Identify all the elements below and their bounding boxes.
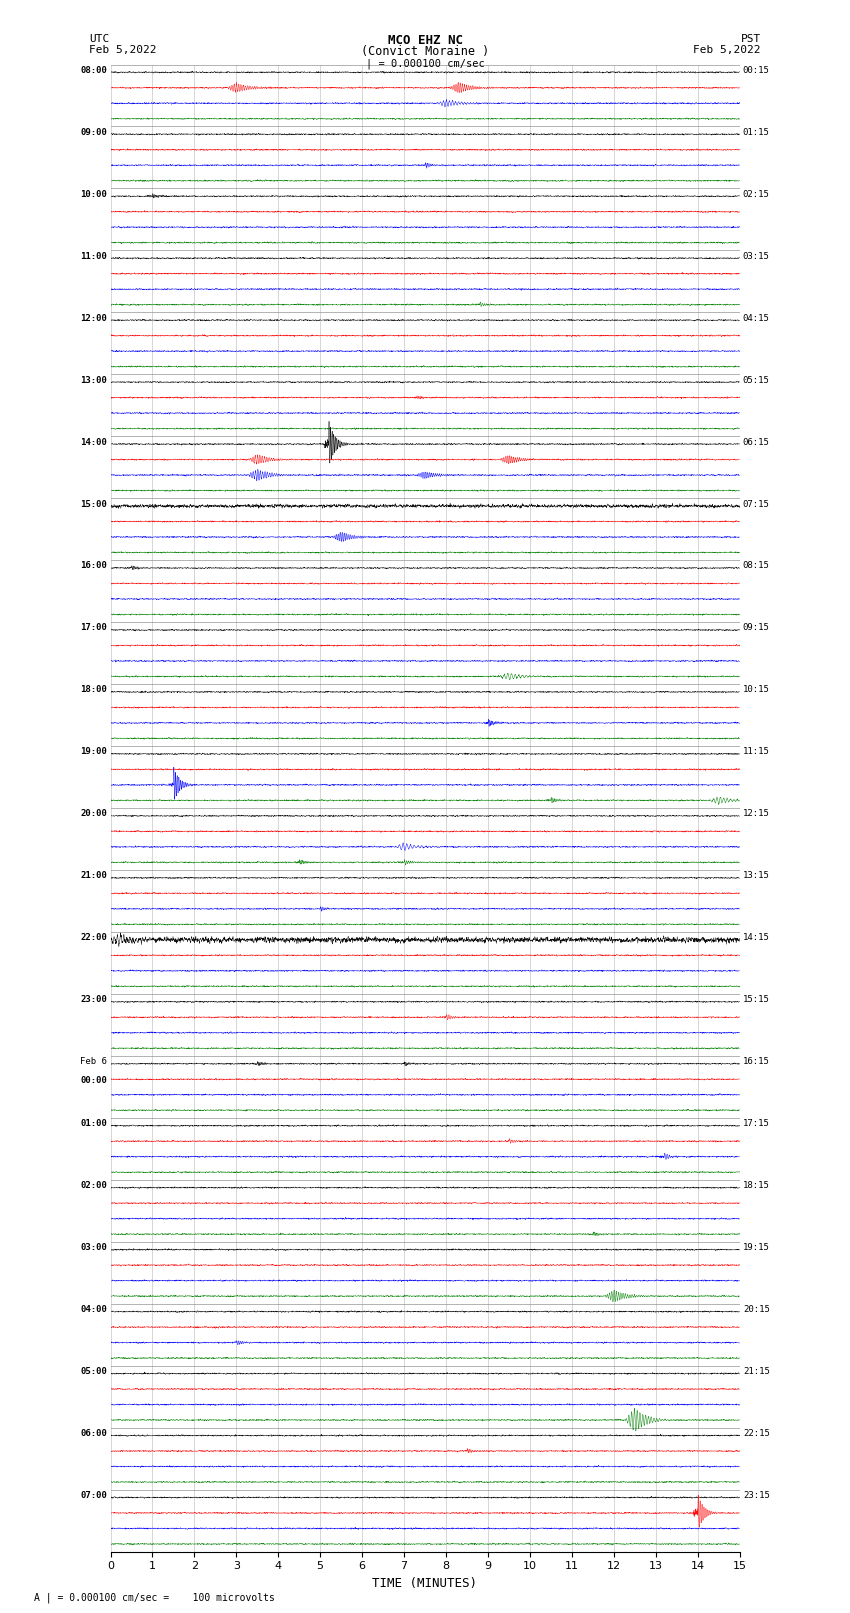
Text: 17:00: 17:00 (80, 624, 107, 632)
X-axis label: TIME (MINUTES): TIME (MINUTES) (372, 1578, 478, 1590)
Text: 02:00: 02:00 (80, 1181, 107, 1190)
Text: 12:15: 12:15 (743, 810, 770, 818)
Text: 01:00: 01:00 (80, 1119, 107, 1127)
Text: 07:15: 07:15 (743, 500, 770, 508)
Text: | = 0.000100 cm/sec: | = 0.000100 cm/sec (366, 58, 484, 69)
Text: A | = 0.000100 cm/sec =    100 microvolts: A | = 0.000100 cm/sec = 100 microvolts (34, 1592, 275, 1603)
Text: 18:00: 18:00 (80, 686, 107, 695)
Text: 20:15: 20:15 (743, 1305, 770, 1315)
Text: 08:15: 08:15 (743, 561, 770, 571)
Text: 09:15: 09:15 (743, 624, 770, 632)
Text: 20:00: 20:00 (80, 810, 107, 818)
Text: 15:15: 15:15 (743, 995, 770, 1005)
Text: 19:00: 19:00 (80, 747, 107, 756)
Text: 16:00: 16:00 (80, 561, 107, 571)
Text: 03:00: 03:00 (80, 1244, 107, 1252)
Text: 19:15: 19:15 (743, 1244, 770, 1252)
Text: (Convict Moraine ): (Convict Moraine ) (361, 45, 489, 58)
Text: Feb 6: Feb 6 (80, 1057, 107, 1066)
Text: 15:00: 15:00 (80, 500, 107, 508)
Text: 07:00: 07:00 (80, 1490, 107, 1500)
Text: 05:15: 05:15 (743, 376, 770, 384)
Text: 06:00: 06:00 (80, 1429, 107, 1439)
Text: 11:00: 11:00 (80, 252, 107, 261)
Text: 23:00: 23:00 (80, 995, 107, 1005)
Text: 04:00: 04:00 (80, 1305, 107, 1315)
Text: 16:15: 16:15 (743, 1057, 770, 1066)
Text: 17:15: 17:15 (743, 1119, 770, 1127)
Text: 01:15: 01:15 (743, 127, 770, 137)
Text: 11:15: 11:15 (743, 747, 770, 756)
Text: Feb 5,2022: Feb 5,2022 (694, 45, 761, 55)
Text: PST: PST (740, 34, 761, 44)
Text: 02:15: 02:15 (743, 190, 770, 198)
Text: 21:15: 21:15 (743, 1368, 770, 1376)
Text: 00:00: 00:00 (80, 1076, 107, 1086)
Text: 18:15: 18:15 (743, 1181, 770, 1190)
Text: 00:15: 00:15 (743, 66, 770, 74)
Text: 14:00: 14:00 (80, 437, 107, 447)
Text: 22:15: 22:15 (743, 1429, 770, 1439)
Text: 13:00: 13:00 (80, 376, 107, 384)
Text: 21:00: 21:00 (80, 871, 107, 881)
Text: 14:15: 14:15 (743, 934, 770, 942)
Text: 09:00: 09:00 (80, 127, 107, 137)
Text: 08:00: 08:00 (80, 66, 107, 74)
Text: 06:15: 06:15 (743, 437, 770, 447)
Text: 13:15: 13:15 (743, 871, 770, 881)
Text: 23:15: 23:15 (743, 1490, 770, 1500)
Text: 05:00: 05:00 (80, 1368, 107, 1376)
Text: UTC: UTC (89, 34, 110, 44)
Text: Feb 5,2022: Feb 5,2022 (89, 45, 156, 55)
Text: 22:00: 22:00 (80, 934, 107, 942)
Text: 12:00: 12:00 (80, 313, 107, 323)
Text: 03:15: 03:15 (743, 252, 770, 261)
Text: MCO EHZ NC: MCO EHZ NC (388, 34, 462, 47)
Text: 10:15: 10:15 (743, 686, 770, 695)
Text: 10:00: 10:00 (80, 190, 107, 198)
Text: 04:15: 04:15 (743, 313, 770, 323)
